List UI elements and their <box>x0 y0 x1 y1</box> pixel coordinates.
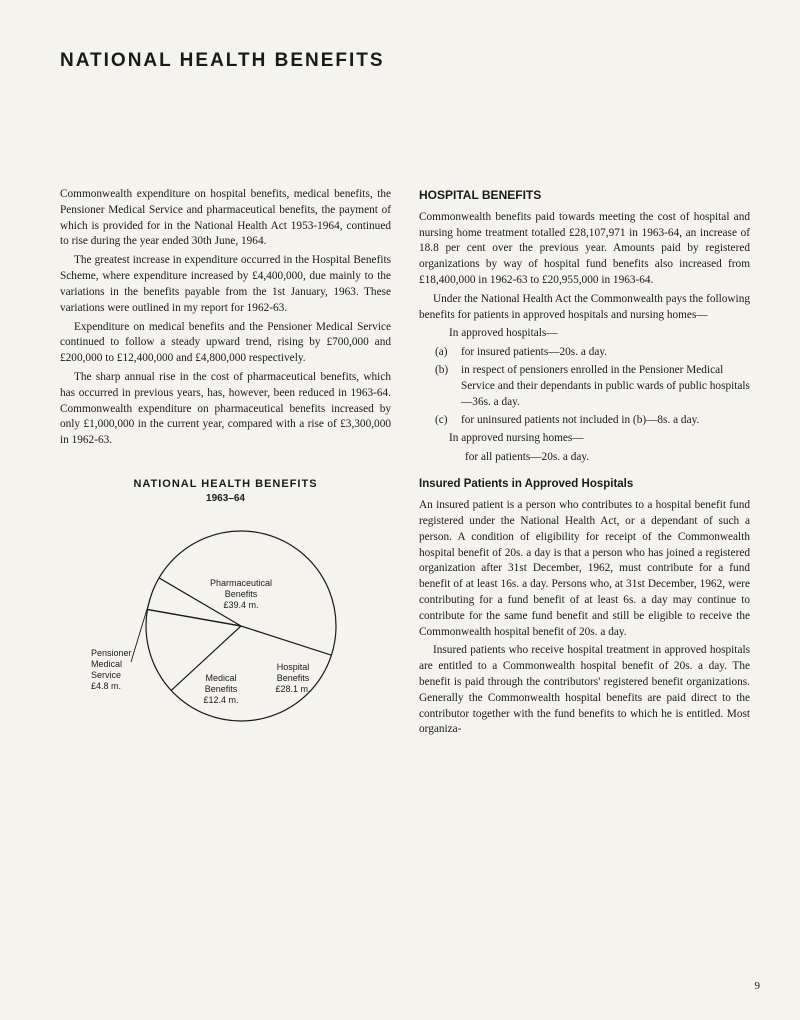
svg-text:HospitalBenefits£28.1 m.: HospitalBenefits£28.1 m. <box>275 662 310 694</box>
body-paragraph: Expenditure on medical benefits and the … <box>60 320 391 367</box>
ordered-list: (a) for insured patients—20s. a day. (b)… <box>435 345 750 428</box>
list-marker: (a) <box>435 345 461 361</box>
svg-text:PharmaceuticalBenefits£39.4 m.: PharmaceuticalBenefits£39.4 m. <box>209 578 271 610</box>
svg-text:PensionerMedicalService£4.8 m.: PensionerMedicalService£4.8 m. <box>91 648 132 691</box>
svg-text:MedicalBenefits£12.4 m.: MedicalBenefits£12.4 m. <box>203 673 238 705</box>
page-title: NATIONAL HEALTH BENEFITS <box>60 50 750 72</box>
list-intro: In approved nursing homes— <box>435 431 750 447</box>
body-paragraph: The sharp annual rise in the cost of pha… <box>60 370 391 449</box>
two-column-layout: Commonwealth expenditure on hospital ben… <box>60 187 750 746</box>
list-body: in respect of pensioners enrolled in the… <box>461 363 750 410</box>
list-body: for all patients—20s. a day. <box>451 450 750 466</box>
page-number: 9 <box>755 980 761 992</box>
chart-subtitle: 1963–64 <box>60 492 391 506</box>
pie-chart: PensionerMedicalService£4.8 m. Pharmaceut… <box>60 516 391 746</box>
left-column: Commonwealth expenditure on hospital ben… <box>60 187 391 746</box>
chart-title: NATIONAL HEALTH BENEFITS <box>60 477 391 492</box>
list-marker: (b) <box>435 363 461 410</box>
body-paragraph: An insured patient is a person who contr… <box>419 498 750 640</box>
list-item: (c) for uninsured patients not included … <box>435 413 750 429</box>
list-item: (b) in respect of pensioners enrolled in… <box>435 363 750 410</box>
section-heading: HOSPITAL BENEFITS <box>419 187 750 204</box>
body-paragraph: Under the National Health Act the Common… <box>419 292 750 324</box>
body-paragraph: Commonwealth expenditure on hospital ben… <box>60 187 391 250</box>
list-body: for uninsured patients not included in (… <box>461 413 750 429</box>
list-item: (a) for insured patients—20s. a day. <box>435 345 750 361</box>
subsection-heading: Insured Patients in Approved Hospitals <box>419 476 750 492</box>
body-paragraph: Commonwealth benefits paid towards meeti… <box>419 210 750 289</box>
pie-chart-svg: PensionerMedicalService£4.8 m. Pharmaceut… <box>66 516 386 746</box>
list-marker: (c) <box>435 413 461 429</box>
list-body: for insured patients—20s. a day. <box>461 345 750 361</box>
list-intro: In approved hospitals— <box>435 326 750 342</box>
body-paragraph: Insured patients who receive hospital tr… <box>419 643 750 738</box>
body-paragraph: The greatest increase in expenditure occ… <box>60 253 391 316</box>
right-column: HOSPITAL BENEFITS Commonwealth benefits … <box>419 187 750 746</box>
